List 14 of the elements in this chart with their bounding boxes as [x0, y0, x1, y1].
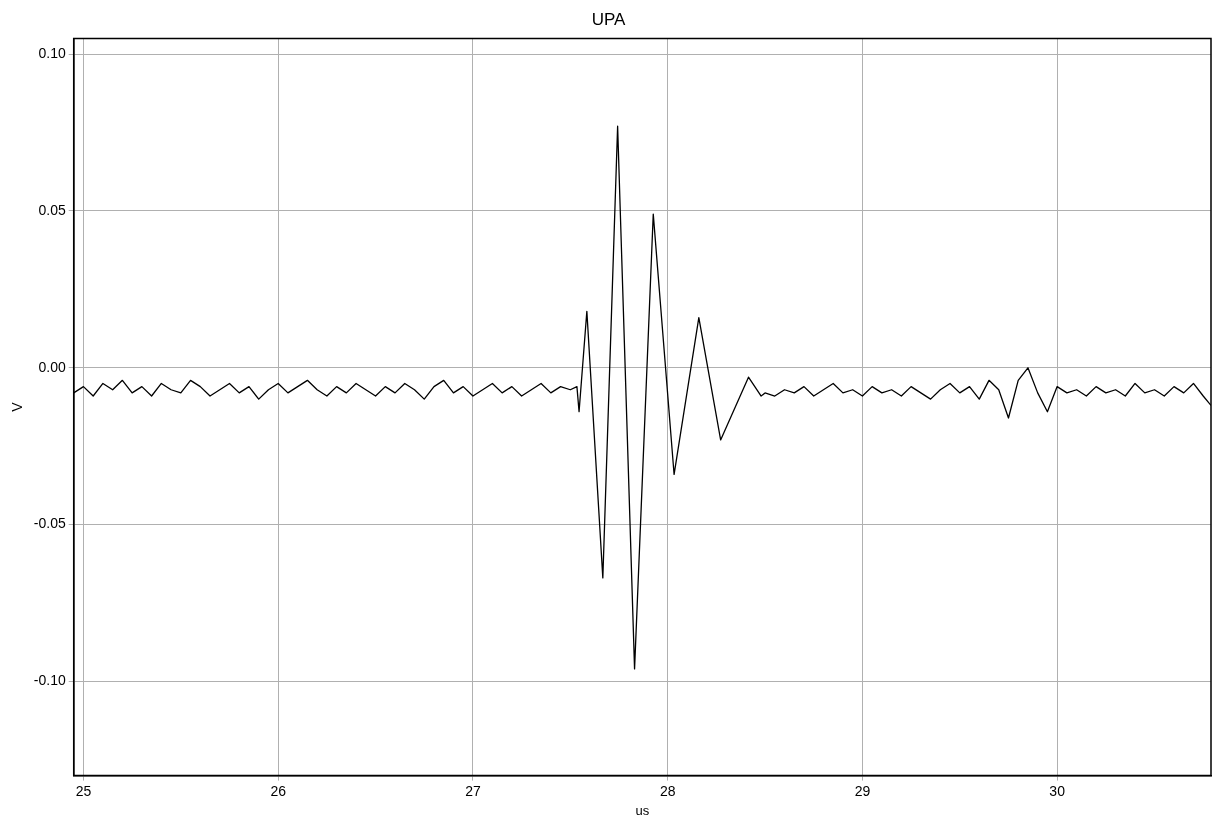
- y-tick-label: 0.00: [38, 358, 66, 375]
- x-tick-label: 25: [75, 782, 92, 799]
- x-tick-label: 29: [854, 782, 871, 799]
- x-tick-label: 27: [465, 782, 481, 799]
- chart-title: UPA: [591, 9, 626, 29]
- x-tick-label: 28: [659, 782, 676, 799]
- y-tick-label: 0.10: [38, 44, 66, 61]
- x-tick-label: 26: [270, 782, 287, 799]
- x-tick-label: 30: [1049, 782, 1066, 799]
- y-tick-label: 0.05: [38, 201, 66, 218]
- x-axis-title: us: [635, 802, 650, 818]
- y-tick-label: -0.05: [33, 515, 66, 532]
- y-tick-label: -0.10: [33, 672, 66, 689]
- y-axis-title: V: [9, 401, 26, 412]
